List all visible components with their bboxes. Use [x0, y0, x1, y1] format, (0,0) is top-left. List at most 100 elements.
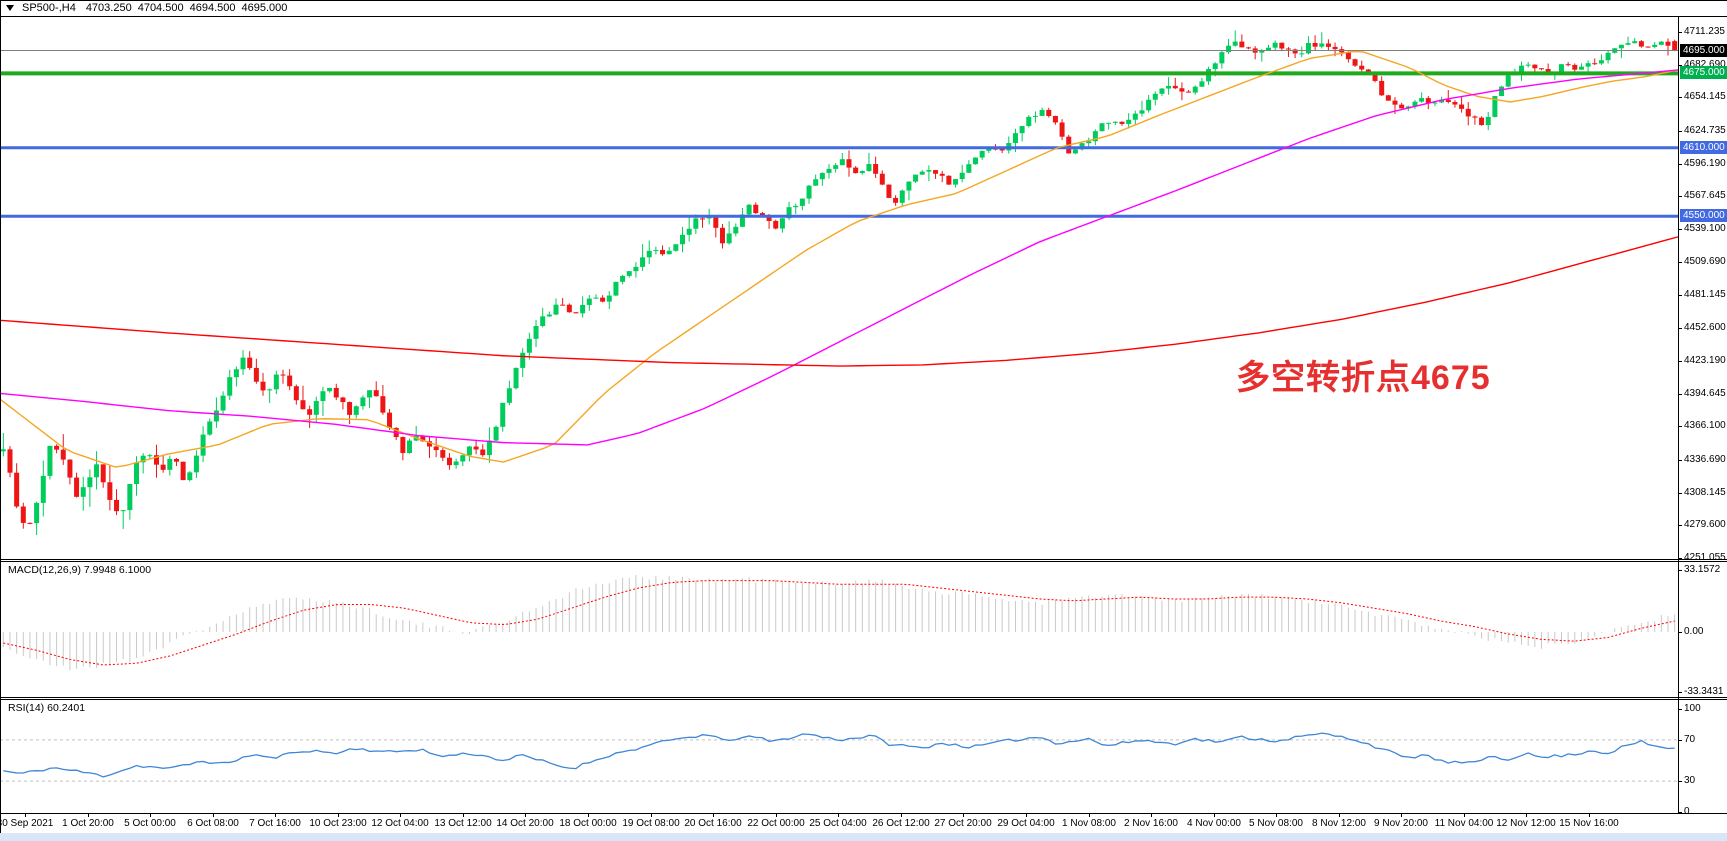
price-chart-panel[interactable] [0, 17, 1727, 559]
price-tick [1678, 493, 1682, 494]
macd-tick [1678, 692, 1682, 693]
price-level-badge[interactable]: 4675.000 [1680, 66, 1727, 79]
price-tick [1678, 426, 1682, 427]
window-border-left [0, 0, 1, 833]
time-tick [1464, 813, 1465, 817]
price-tick [1678, 328, 1682, 329]
macd-axis-label: 33.1572 [1684, 564, 1721, 575]
price-level-badge[interactable]: 4610.000 [1680, 141, 1727, 154]
time-axis-label: 27 Oct 20:00 [934, 818, 992, 829]
rsi-tick [1678, 812, 1682, 813]
time-axis-label: 1 Oct 20:00 [62, 818, 114, 829]
macd-label: MACD(12,26,9) 7.9948 6.1000 [8, 564, 151, 576]
time-tick [275, 813, 276, 817]
candles-group [0, 30, 1678, 536]
time-tick [1339, 813, 1340, 817]
price-axis-label: 4711.235 [1684, 26, 1725, 37]
macd-main-value: 7.9948 [83, 564, 116, 576]
price-axis-label: 4481.145 [1684, 289, 1726, 300]
time-tick [1276, 813, 1277, 817]
ma-line-fast [0, 50, 1679, 468]
price-axis-line [1678, 16, 1679, 814]
price-axis-label: 4682.690 [1684, 59, 1726, 70]
time-axis-label: 2 Nov 16:00 [1124, 818, 1178, 829]
separator-macd-top[interactable] [0, 561, 1727, 562]
price-axis-label: 4654.145 [1684, 91, 1726, 102]
time-axis-label: 1 Nov 08:00 [1062, 818, 1116, 829]
quote-open: 4703.250 [85, 2, 132, 14]
time-axis-label: 12 Nov 12:00 [1496, 818, 1556, 829]
bottom-strip [0, 833, 1727, 841]
time-axis-label: 26 Oct 12:00 [872, 818, 930, 829]
time-axis-label: 6 Oct 08:00 [187, 818, 239, 829]
time-axis-label: 30 Sep 2021 [0, 818, 54, 829]
rsi-name: RSI(14) [8, 702, 45, 714]
symbol-dropdown-icon[interactable] [6, 5, 14, 11]
time-tick [1151, 813, 1152, 817]
separator-time-axis [0, 813, 1727, 814]
price-tick [1678, 97, 1682, 98]
time-tick [88, 813, 89, 817]
price-tick [1678, 558, 1682, 559]
quote-low: 4694.500 [189, 2, 236, 14]
time-axis-label: 13 Oct 12:00 [434, 818, 492, 829]
time-axis-label: 9 Nov 20:00 [1374, 818, 1428, 829]
macd-tick [1678, 632, 1682, 633]
ma-line-medium [0, 69, 1679, 446]
price-tick [1678, 65, 1682, 66]
price-axis-label: 4366.100 [1684, 420, 1726, 431]
macd-indicator-panel[interactable] [0, 562, 1727, 697]
time-axis-label: 29 Oct 04:00 [997, 818, 1055, 829]
time-tick [1589, 813, 1590, 817]
rsi-line [3, 732, 1675, 778]
macd-signal-line [3, 580, 1675, 666]
time-tick [463, 813, 464, 817]
time-tick [1026, 813, 1027, 817]
price-tick [1678, 229, 1682, 230]
price-axis-label: 4624.735 [1684, 125, 1726, 136]
quote-high: 4704.500 [137, 2, 184, 14]
rsi-axis-label: 100 [1684, 703, 1701, 714]
price-tick [1678, 164, 1682, 165]
macd-tick [1678, 570, 1682, 571]
annotation-text: 多空转折点4675 [1236, 359, 1491, 397]
time-axis-label: 25 Oct 04:00 [809, 818, 867, 829]
rsi-indicator-panel[interactable] [0, 700, 1727, 813]
price-axis-label: 4336.690 [1684, 454, 1726, 465]
price-axis-label: 4251.055 [1684, 552, 1726, 563]
price-axis-label: 4539.100 [1684, 223, 1726, 234]
price-tick [1678, 394, 1682, 395]
time-axis-label: 11 Nov 04:00 [1434, 818, 1494, 829]
time-axis-label: 20 Oct 16:00 [684, 818, 742, 829]
time-axis-label: 5 Nov 08:00 [1249, 818, 1303, 829]
separator-macd-bottom[interactable] [0, 697, 1727, 698]
time-tick [776, 813, 777, 817]
time-axis-label: 5 Oct 00:00 [124, 818, 176, 829]
price-level-badge[interactable]: 4550.000 [1680, 209, 1727, 222]
rsi-label: RSI(14) 60.2401 [8, 702, 85, 714]
chart-titlebar: SP500-,H4 4703.250 4704.500 4694.500 469… [0, 0, 1727, 16]
time-tick [901, 813, 902, 817]
time-tick [713, 813, 714, 817]
rsi-tick [1678, 709, 1682, 710]
rsi-tick [1678, 781, 1682, 782]
time-axis-label: 15 Nov 16:00 [1559, 818, 1619, 829]
separator-rsi-top[interactable] [0, 699, 1727, 700]
price-tick [1678, 131, 1682, 132]
time-axis-label: 14 Oct 20:00 [496, 818, 554, 829]
price-level-badge[interactable]: 4695.000 [1680, 44, 1727, 57]
separator-main-bottom[interactable] [0, 559, 1727, 560]
price-axis-label: 4596.190 [1684, 158, 1726, 169]
macd-axis-label: -33.3431 [1684, 686, 1724, 697]
separator-title [0, 16, 1727, 17]
price-axis-label: 4279.600 [1684, 519, 1726, 530]
price-axis-label: 4452.600 [1684, 322, 1726, 333]
time-tick [400, 813, 401, 817]
time-tick [651, 813, 652, 817]
macd-axis-label: 0.00 [1684, 626, 1704, 637]
time-tick [963, 813, 964, 817]
price-axis-label: 4308.145 [1684, 487, 1726, 498]
window-border-top [0, 0, 1727, 1]
price-axis-label: 4509.690 [1684, 256, 1726, 267]
